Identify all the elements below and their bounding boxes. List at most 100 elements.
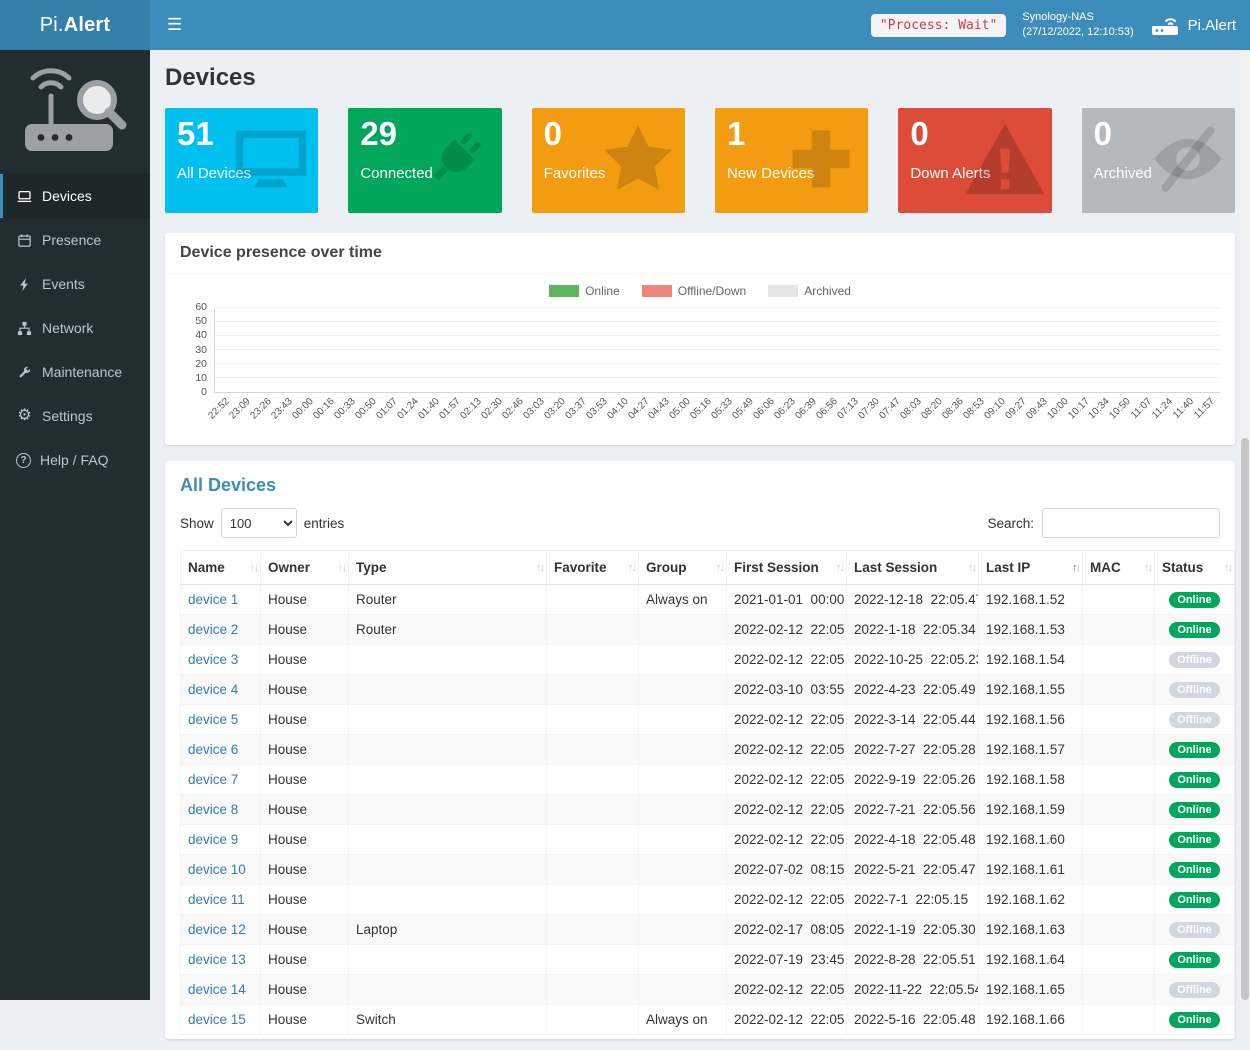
search-label: Search: (987, 516, 1034, 531)
card-down-alerts[interactable]: 0 Down Alerts (898, 108, 1051, 213)
device-link[interactable]: device 3 (188, 652, 238, 667)
sidebar-item-help[interactable]: ? Help / FAQ (0, 438, 150, 482)
card-favorites[interactable]: 0 Favorites (532, 108, 685, 213)
scrollbar-thumb[interactable] (1241, 438, 1249, 1000)
device-link[interactable]: device 15 (188, 1012, 246, 1027)
column-header-name[interactable]: Name↑↓ (181, 551, 261, 585)
app-logo-text: Pi. (40, 14, 64, 37)
show-label: Show (180, 516, 214, 531)
sort-icons: ↑↓ (836, 562, 843, 574)
search-input[interactable] (1042, 508, 1220, 538)
sort-icons: ↑↓ (1224, 562, 1231, 574)
device-link[interactable]: device 9 (188, 832, 238, 847)
column-header-owner[interactable]: Owner↑↓ (261, 551, 349, 585)
card-connected[interactable]: 29 Connected (348, 108, 501, 213)
status-badge: Online (1169, 862, 1219, 878)
chart-legend: Online Offline/Down Archived (180, 284, 1220, 298)
status-badge: Online (1169, 832, 1219, 848)
sidebar-item-presence[interactable]: Presence (0, 218, 150, 262)
presence-icon (16, 233, 33, 248)
main-content: Devices 51 All Devices 29 Connected 0 Fa… (150, 50, 1250, 1039)
status-badge: Offline (1169, 982, 1220, 998)
maintenance-icon (16, 365, 33, 380)
host-timestamp: (27/12/2022, 12:10:53) (1022, 25, 1133, 40)
page-length-select[interactable]: 100 (221, 508, 297, 538)
process-status-badge: "Process: Wait" (871, 14, 1006, 37)
device-link[interactable]: device 4 (188, 682, 238, 697)
card-archived[interactable]: 0 Archived (1082, 108, 1235, 213)
device-link[interactable]: device 1 (188, 592, 238, 607)
status-badge: Online (1169, 802, 1219, 818)
eye-slash-icon (1146, 117, 1230, 201)
device-link[interactable]: device 5 (188, 712, 238, 727)
events-icon (16, 277, 33, 292)
status-badge: Online (1169, 742, 1219, 758)
status-badge: Online (1169, 1012, 1219, 1028)
column-header-mac[interactable]: MAC↑↓ (1083, 551, 1155, 585)
header-brand[interactable]: Pi.Alert (1150, 12, 1236, 38)
sidebar-item-network[interactable]: Network (0, 306, 150, 350)
column-header-status[interactable]: Status↑↓ (1155, 551, 1235, 585)
column-header-first-session[interactable]: First Session↑↓ (727, 551, 847, 585)
legend-item[interactable]: Offline/Down (642, 284, 746, 298)
all-devices-panel: All Devices Show 100 entries Search: Nam… (165, 461, 1235, 1039)
device-link[interactable]: device 13 (188, 952, 246, 967)
header-brand-label: Pi.Alert (1188, 17, 1236, 34)
card-new-devices[interactable]: 1 New Devices (715, 108, 868, 213)
sort-icons: ↑↓ (1072, 562, 1079, 574)
plug-icon (413, 117, 497, 201)
devices-icon (16, 189, 33, 204)
sidebar-item-events[interactable]: Events (0, 262, 150, 306)
summary-cards-row: 51 All Devices 29 Connected 0 Favorites … (165, 108, 1235, 213)
column-header-type[interactable]: Type↑↓ (349, 551, 547, 585)
app-logo[interactable]: Pi.Alert (0, 0, 150, 50)
table-header-row: Name↑↓Owner↑↓Type↑↓Favorite↑↓Group↑↓Firs… (181, 551, 1235, 585)
host-info: Synology-NAS (27/12/2022, 12:10:53) (1022, 10, 1133, 41)
sort-icons: ↑↓ (338, 562, 345, 574)
status-badge: Offline (1169, 922, 1220, 938)
card-all-devices[interactable]: 51 All Devices (165, 108, 318, 213)
sidebar-item-settings[interactable]: ⚙ Settings (0, 394, 150, 438)
pialert-device-icon (1150, 12, 1180, 38)
entries-label: entries (304, 516, 345, 531)
device-link[interactable]: device 2 (188, 622, 238, 637)
device-link[interactable]: device 7 (188, 772, 238, 787)
device-link[interactable]: device 10 (188, 862, 246, 877)
sidebar-menu: Devices Presence Events Network Maintena… (0, 174, 150, 482)
device-link[interactable]: device 6 (188, 742, 238, 757)
sidebar-item-devices[interactable]: Devices (0, 174, 150, 218)
sidebar-item-maintenance[interactable]: Maintenance (0, 350, 150, 394)
legend-item[interactable]: Online (549, 284, 620, 298)
page-scrollbar[interactable] (1240, 50, 1250, 1000)
column-header-last-ip[interactable]: Last IP↑↓ (979, 551, 1083, 585)
column-header-group[interactable]: Group↑↓ (639, 551, 727, 585)
host-name: Synology-NAS (1022, 10, 1133, 25)
column-header-favorite[interactable]: Favorite↑↓ (547, 551, 639, 585)
sort-icons: ↑↓ (628, 562, 635, 574)
sidebar: Devices Presence Events Network Maintena… (0, 50, 150, 1000)
column-header-last-session[interactable]: Last Session↑↓ (847, 551, 979, 585)
status-badge: Online (1169, 592, 1219, 608)
device-link[interactable]: device 14 (188, 982, 246, 997)
legend-item[interactable]: Archived (768, 284, 851, 298)
sort-icons: ↑↓ (250, 562, 257, 574)
sidebar-toggle-button[interactable]: ☰ (150, 0, 199, 50)
devices-table: Name↑↓Owner↑↓Type↑↓Favorite↑↓Group↑↓Firs… (180, 550, 1235, 1035)
device-link[interactable]: device 8 (188, 802, 238, 817)
device-link[interactable]: device 12 (188, 922, 246, 937)
device-link[interactable]: device 11 (188, 892, 245, 907)
sort-icons: ↑↓ (968, 562, 975, 574)
